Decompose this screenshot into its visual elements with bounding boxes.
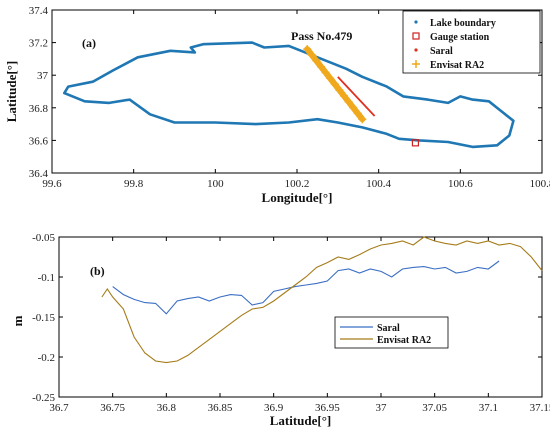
- x-tick-label: 100.4: [366, 178, 391, 190]
- envisat-point: [339, 91, 348, 100]
- y-tick-label: 37.4: [29, 5, 49, 17]
- saral-ground-track: [337, 76, 376, 117]
- lake-boundary-outline: [63, 41, 515, 149]
- y-tick-label: 36.8: [29, 103, 49, 115]
- map-y-axis-label: Latitude[°]: [4, 61, 19, 123]
- profile-marks: [101, 236, 543, 364]
- envisat-point: [335, 86, 344, 95]
- legend-label: Saral: [430, 46, 453, 57]
- x-tick-label: 100.2: [285, 178, 310, 190]
- series-line-saral: [112, 260, 500, 315]
- x-tick-label: 36.8: [157, 402, 177, 414]
- legend-label: Envisat RA2: [430, 60, 484, 71]
- legend-swatch: [414, 20, 418, 24]
- x-tick-label: 37.1: [479, 402, 498, 414]
- x-tick-label: 100.6: [448, 178, 473, 190]
- envisat-point: [326, 74, 335, 83]
- x-tick-label: 37.05: [422, 402, 447, 414]
- x-tick-label: 36.85: [208, 402, 233, 414]
- x-tick-label: 37.15: [530, 402, 550, 414]
- panel-a-label: (a): [82, 36, 96, 50]
- envisat-point: [344, 97, 353, 106]
- map-legend: Lake boundary Gauge station Saral Envisat R…: [402, 10, 541, 74]
- envisat-point: [312, 56, 321, 65]
- envisat-point: [307, 50, 316, 59]
- profile-plot-area: [58, 236, 543, 398]
- envisat-point: [330, 80, 339, 89]
- envisat-point: [353, 109, 362, 118]
- y-tick-label: 36.4: [29, 168, 49, 180]
- x-tick-label: 36.75: [100, 402, 125, 414]
- y-tick-label: -0.15: [32, 312, 55, 324]
- y-tick-label: -0.05: [32, 232, 55, 244]
- x-tick-label: 37: [376, 402, 388, 414]
- x-tick-label: 36.9: [264, 402, 284, 414]
- map-panel: 99.6 99.8 100 100.2 100.4 100.6 100.8 36.4 36.6 3…: [4, 5, 550, 205]
- x-tick-label: 36.95: [315, 402, 340, 414]
- y-tick-label: 37.2: [29, 38, 48, 50]
- map-ticks: 99.6 99.8 100 100.2 100.4 100.6 100.8 36.4 36.6 3…: [29, 5, 550, 190]
- x-tick-label: 100: [207, 178, 224, 190]
- legend-swatch: [414, 48, 418, 52]
- legend-label: Lake boundary: [430, 18, 496, 29]
- map-legend-box: [402, 10, 541, 74]
- x-tick-label: 99.8: [124, 178, 144, 190]
- legend-label: Saral: [377, 323, 400, 334]
- y-tick-label: -0.25: [32, 392, 55, 404]
- map-marks: [63, 41, 515, 149]
- pass-annotation: Pass No.479: [291, 29, 352, 43]
- profile-y-axis-label: m: [10, 315, 25, 326]
- map-x-axis-label: Longitude[°]: [262, 190, 333, 205]
- y-tick-label: 37: [37, 70, 49, 82]
- y-tick-label: -0.1: [38, 272, 55, 284]
- series-line-envisat: [101, 236, 543, 364]
- envisat-point: [349, 103, 358, 112]
- gauge-station-marker: [411, 139, 420, 147]
- x-tick-label: 36.7: [49, 402, 69, 414]
- profile-ticks: 36.7 36.75 36.8 36.85 36.9 36.95 37 37.05 37.1 37…: [32, 232, 550, 414]
- profile-panel: 36.7 36.75 36.8 36.85 36.9 36.95 37 37.05 37.1 37…: [10, 232, 550, 428]
- profile-legend-box: [334, 316, 449, 349]
- x-tick-label: 99.6: [42, 178, 62, 190]
- x-tick-label: 100.8: [530, 178, 550, 190]
- legend-swatch: [412, 60, 420, 68]
- envisat-point: [358, 115, 367, 124]
- legend-swatch: [412, 32, 420, 40]
- panel-b-label: (b): [90, 264, 105, 278]
- y-tick-label: -0.2: [38, 352, 55, 364]
- envisat-point: [321, 68, 330, 77]
- y-tick-label: 36.6: [29, 135, 49, 147]
- envisat-point: [303, 45, 312, 54]
- legend-label: Gauge station: [430, 32, 490, 43]
- profile-x-axis-label: Latitude[°]: [270, 413, 332, 428]
- envisat-point: [316, 62, 325, 71]
- legend-label: Envisat RA2: [377, 335, 431, 346]
